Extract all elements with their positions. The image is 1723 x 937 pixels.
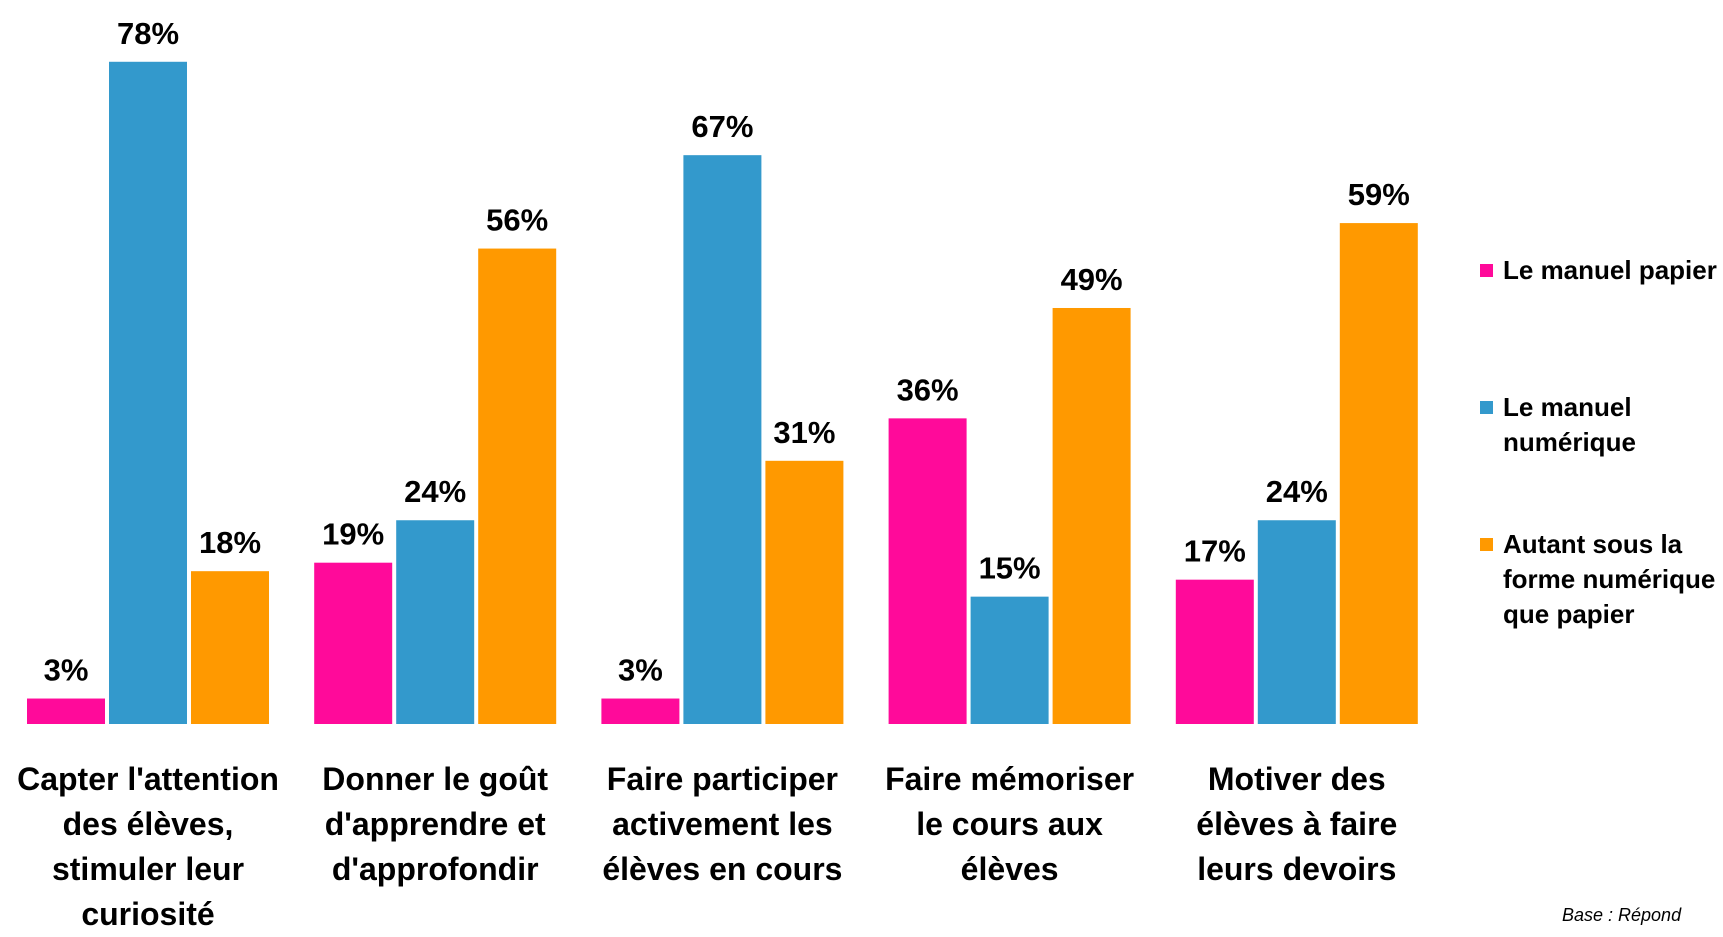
data-label: 56% [486, 203, 548, 238]
legend-swatch [1480, 538, 1493, 551]
legend-label: Le manuel papier [1503, 255, 1717, 285]
data-label: 67% [691, 109, 753, 144]
bar [970, 596, 1049, 724]
x-tick-label: Faire participer activement les élèves e… [602, 761, 843, 887]
legend-label: Le manuel numérique [1503, 392, 1636, 457]
data-label: 3% [618, 653, 663, 688]
x-tick-label: Capter l'attention des élèves, stimuler … [17, 761, 279, 932]
bar [601, 698, 680, 724]
data-label: 59% [1348, 177, 1410, 212]
x-tick-label: Motiver des élèves à faire leurs devoirs [1196, 761, 1398, 887]
x-tick-label: Donner le goût d'apprendre et d'approfon… [322, 761, 549, 887]
bar [888, 418, 967, 724]
data-label: 18% [199, 525, 261, 560]
data-label: 17% [1184, 534, 1246, 569]
data-label: 36% [897, 372, 959, 407]
data-label: 78% [117, 16, 179, 51]
bar [1052, 307, 1131, 724]
legend-label: Autant sous la forme numérique que papie… [1503, 529, 1716, 629]
bar [765, 460, 844, 724]
x-tick-label: Faire mémoriser le cours aux élèves [885, 761, 1135, 887]
data-label: 15% [979, 551, 1041, 586]
data-label: 3% [44, 653, 89, 688]
bar [1257, 520, 1336, 724]
bar [1175, 579, 1254, 724]
data-label: 24% [404, 474, 466, 509]
bar [314, 562, 393, 724]
bar [683, 155, 762, 725]
data-label: 31% [773, 415, 835, 450]
bar [191, 571, 269, 724]
bar [27, 698, 105, 724]
bar [109, 61, 187, 724]
bar [1339, 223, 1418, 724]
data-label: 49% [1061, 262, 1123, 297]
legend-swatch [1480, 401, 1493, 414]
bar [396, 520, 475, 724]
data-label: 19% [322, 517, 384, 552]
footnote: Base : Répond [1562, 905, 1682, 925]
data-label: 24% [1266, 474, 1328, 509]
legend-swatch [1480, 264, 1493, 277]
bar [478, 248, 557, 724]
